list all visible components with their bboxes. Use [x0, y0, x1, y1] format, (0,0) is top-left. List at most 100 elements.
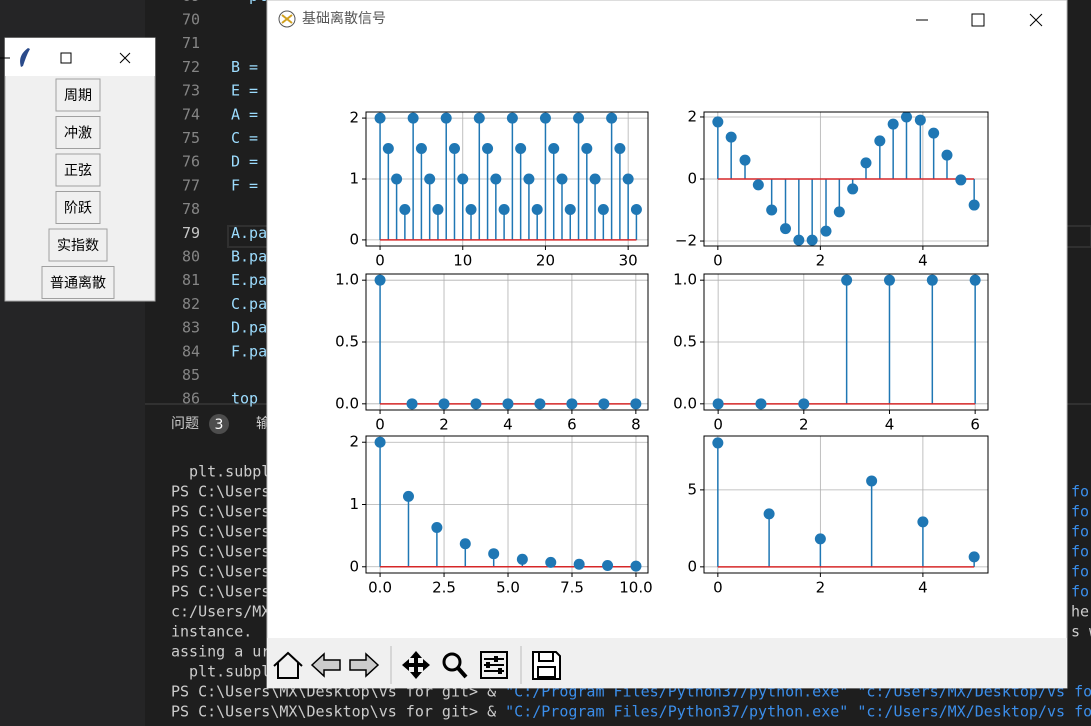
axes-frame	[365, 273, 649, 411]
stem-marker	[534, 398, 546, 410]
terminal-line: PS C:\Users	[171, 563, 270, 581]
stem-marker	[955, 174, 967, 186]
line-number: 80	[182, 248, 200, 266]
y-tick-label: −2	[675, 232, 697, 250]
x-tick-label: 6	[567, 416, 577, 434]
y-tick-label: 0	[687, 557, 697, 575]
close[interactable]	[1029, 13, 1043, 27]
y-tick-label: 0.0	[673, 394, 697, 412]
stem-marker	[432, 203, 444, 215]
stem-marker	[755, 398, 767, 410]
x-tick-label: 0	[375, 252, 385, 270]
line-number: 86	[182, 390, 200, 408]
stem-marker	[470, 398, 482, 410]
zoom-button[interactable]	[442, 652, 468, 679]
y-tick-label: 0.0	[335, 394, 359, 412]
stem-marker	[406, 398, 418, 410]
tk-button[interactable]: 普通离散	[41, 266, 115, 299]
code-line: E.pa	[231, 271, 267, 289]
pan-button[interactable]	[402, 651, 430, 679]
terminal-line: PS C:\Users	[171, 543, 270, 561]
line-number: 70	[182, 11, 200, 29]
home-button[interactable]	[273, 651, 303, 679]
x-tick-label: 0	[713, 252, 723, 270]
badge	[209, 414, 229, 434]
tk-button[interactable]: 实指数	[48, 228, 108, 262]
line-number: 83	[182, 319, 200, 337]
home-icon	[273, 651, 303, 679]
button-label: 阶跃	[64, 201, 92, 217]
stem-marker	[465, 203, 477, 215]
button-label: 普通离散	[50, 275, 106, 292]
terminal-fragment: fo	[1071, 563, 1089, 581]
line-number: 72	[182, 58, 200, 76]
panel-tab[interactable]: 问题	[171, 416, 199, 432]
maximize[interactable]	[971, 13, 985, 27]
x-tick-label: 4	[918, 252, 928, 270]
axes-frame	[703, 111, 989, 247]
x-tick-label: 6	[970, 416, 980, 434]
terminal-line: c:/Users/MX	[171, 603, 270, 621]
code-line: F.pa	[231, 342, 267, 360]
button-face	[48, 228, 108, 262]
save-button[interactable]	[532, 651, 561, 680]
line-number: 82	[182, 295, 200, 313]
x-tick-label: 0	[713, 579, 723, 597]
terminal-line: instance.	[171, 623, 252, 641]
tk-button[interactable]: 正弦	[55, 153, 101, 187]
terminal-args: "C:/Program Files/Python37/python.exe" "…	[505, 703, 1091, 721]
stem-marker	[793, 234, 805, 246]
line-number: 69	[182, 0, 200, 5]
tk-button[interactable]: 阶跃	[55, 191, 101, 224]
stem-marker	[415, 143, 427, 155]
stem-marker	[482, 143, 494, 155]
stem-marker	[382, 143, 394, 155]
button-label: 周期	[64, 88, 92, 104]
button-label: 实指数	[57, 238, 99, 254]
stem-marker	[606, 112, 618, 124]
x-tick-label: 2	[816, 252, 826, 270]
terminal-line: PS C:\Users	[171, 523, 270, 541]
forward-button[interactable]	[349, 652, 380, 678]
line-number: 78	[182, 200, 200, 218]
stem-marker	[440, 112, 452, 124]
stem-marker	[926, 274, 938, 286]
subplot: 0 2 4 0 5	[687, 435, 989, 597]
stem-marker	[780, 223, 792, 235]
close[interactable]	[119, 52, 131, 64]
stem-marker	[545, 556, 557, 568]
stem-marker	[739, 154, 751, 166]
stem-marker	[539, 112, 551, 124]
save-icon-shutter	[538, 651, 554, 662]
code-line: pl	[231, 0, 267, 5]
x-tick-label: 4	[503, 416, 513, 434]
save-icon-label	[537, 666, 556, 678]
window-icon-mark	[281, 14, 293, 24]
line-number: 79	[182, 224, 200, 242]
y-tick-label: 0	[349, 557, 359, 575]
stem-marker	[806, 234, 818, 246]
y-tick-label: 0.5	[673, 333, 697, 351]
stem-marker	[630, 398, 642, 410]
y-tick-label: 2	[349, 109, 359, 127]
stem-marker	[752, 179, 764, 191]
x-tick-label: 2	[439, 416, 449, 434]
stem-marker	[841, 274, 853, 286]
y-tick-label: 2	[687, 107, 697, 125]
stem-marker	[820, 225, 832, 237]
stem-marker	[597, 203, 609, 215]
y-tick-label: 1.0	[335, 271, 359, 289]
stem-marker	[968, 551, 980, 563]
x-tick-label: 0	[375, 416, 385, 434]
terminal-line: PS C:\Users	[171, 503, 270, 521]
stem-marker	[438, 398, 450, 410]
x-tick-label: 30	[619, 252, 638, 270]
maximize[interactable]	[60, 52, 72, 64]
configure-button[interactable]	[480, 651, 508, 679]
tk-button[interactable]: 周期	[55, 78, 101, 112]
line-number: 75	[182, 129, 200, 147]
back-button[interactable]	[310, 652, 341, 678]
tk-button[interactable]: 冲激	[55, 116, 101, 149]
